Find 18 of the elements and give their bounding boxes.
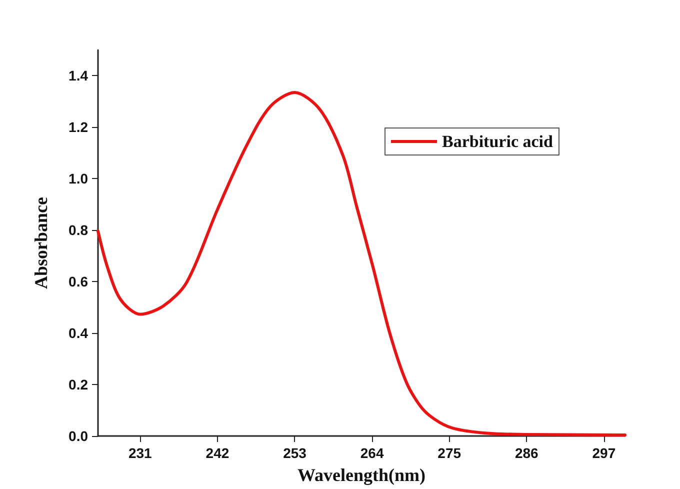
x-tick-label: 231: [128, 445, 152, 461]
y-axis-title: Absorbance: [31, 196, 51, 290]
x-tick-label: 253: [283, 445, 307, 461]
x-tick-label: 286: [514, 445, 539, 461]
y-tick-label: 0.0: [68, 428, 88, 444]
x-tick-label: 242: [206, 445, 230, 461]
y-tick-label: 0.4: [68, 325, 88, 342]
x-tick-label: 297: [592, 445, 616, 461]
x-axis-title: Wavelength(nm): [298, 465, 426, 485]
y-tick-label: 0.8: [68, 222, 88, 238]
legend-label: Barbituric acid: [442, 132, 554, 151]
x-tick-label: 264: [360, 445, 384, 461]
x-tick-label: 275: [438, 445, 462, 461]
y-tick-label: 1.2: [68, 119, 88, 136]
y-tick-label: 1.4: [68, 68, 88, 84]
y-tick-label: 0.6: [68, 274, 88, 290]
y-tick-label: 1.0: [68, 170, 88, 187]
y-tick-label: 0.2: [68, 376, 88, 393]
